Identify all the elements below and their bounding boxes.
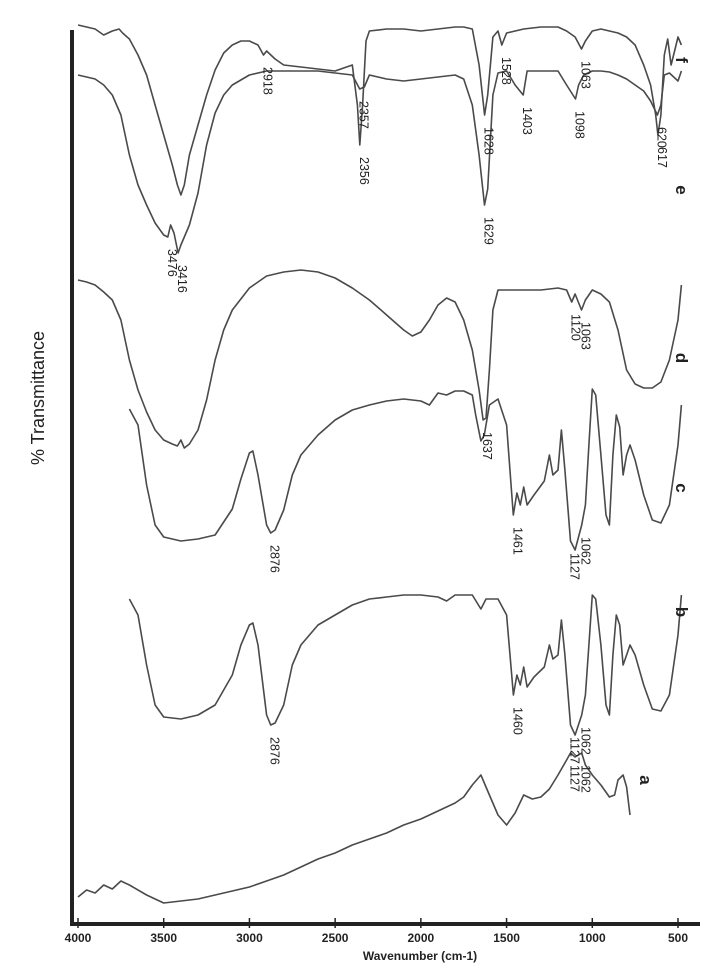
peak-label: 1063 (578, 61, 592, 89)
x-tick-label: 3000 (236, 931, 263, 945)
series-label-c: c (672, 483, 691, 492)
peak-label: 1127 (568, 737, 582, 764)
series-label-a: a (636, 775, 655, 785)
peak-label: 1460 (510, 707, 524, 735)
peak-label: 2357 (357, 101, 371, 129)
spectrum-line-d (77, 269, 683, 449)
spectrum-line-a (77, 752, 631, 904)
x-axis-label: Wavenumber (cm-1) (363, 949, 477, 963)
peak-label: 1628 (482, 127, 496, 155)
y-axis-label: % Transmittance (28, 331, 48, 465)
spectrum-line-e (77, 70, 683, 254)
peak-label: 1098 (572, 111, 586, 139)
peak-label: 1403 (520, 107, 534, 135)
spectrum-line-b (128, 594, 683, 736)
peak-label: 1062 (579, 537, 593, 565)
peak-label: 617 (655, 147, 669, 168)
peak-label: 1127 (568, 553, 582, 580)
peak-label: 2918 (260, 67, 274, 95)
x-tick-label: 4000 (65, 931, 92, 945)
peak-label: 2876 (268, 737, 282, 765)
peak-label: 2356 (357, 157, 371, 185)
x-tick-label: 1500 (493, 931, 520, 945)
peak-label: 3476 (165, 249, 179, 277)
peak-label: 1063 (578, 322, 592, 350)
x-tick-label: 3500 (150, 931, 177, 945)
series-label-b: b (672, 607, 691, 617)
peak-label: 3416 (175, 265, 189, 293)
peak-label: 1637 (480, 432, 494, 460)
peak-label: 2876 (268, 545, 282, 573)
peak-label: 1062 (579, 765, 593, 793)
peak-label: 1127 (568, 765, 582, 792)
series-label-d: d (672, 353, 691, 363)
peak-label: 1629 (481, 217, 495, 245)
peak-label: 1528 (499, 57, 513, 85)
spectrum-line-c (128, 388, 683, 551)
series-label-e: e (672, 185, 691, 194)
x-tick-label: 2500 (322, 931, 349, 945)
series-label-f: f (672, 57, 691, 63)
x-tick-label: 2000 (408, 931, 435, 945)
peak-label: 1120 (569, 314, 583, 341)
x-tick-label: 1000 (579, 931, 606, 945)
spectrum-line-f (77, 24, 683, 196)
peak-label: 1461 (510, 527, 524, 555)
x-tick-label: 500 (668, 931, 688, 945)
peak-label: 1062 (579, 727, 593, 755)
peak-label: 620 (654, 127, 668, 148)
